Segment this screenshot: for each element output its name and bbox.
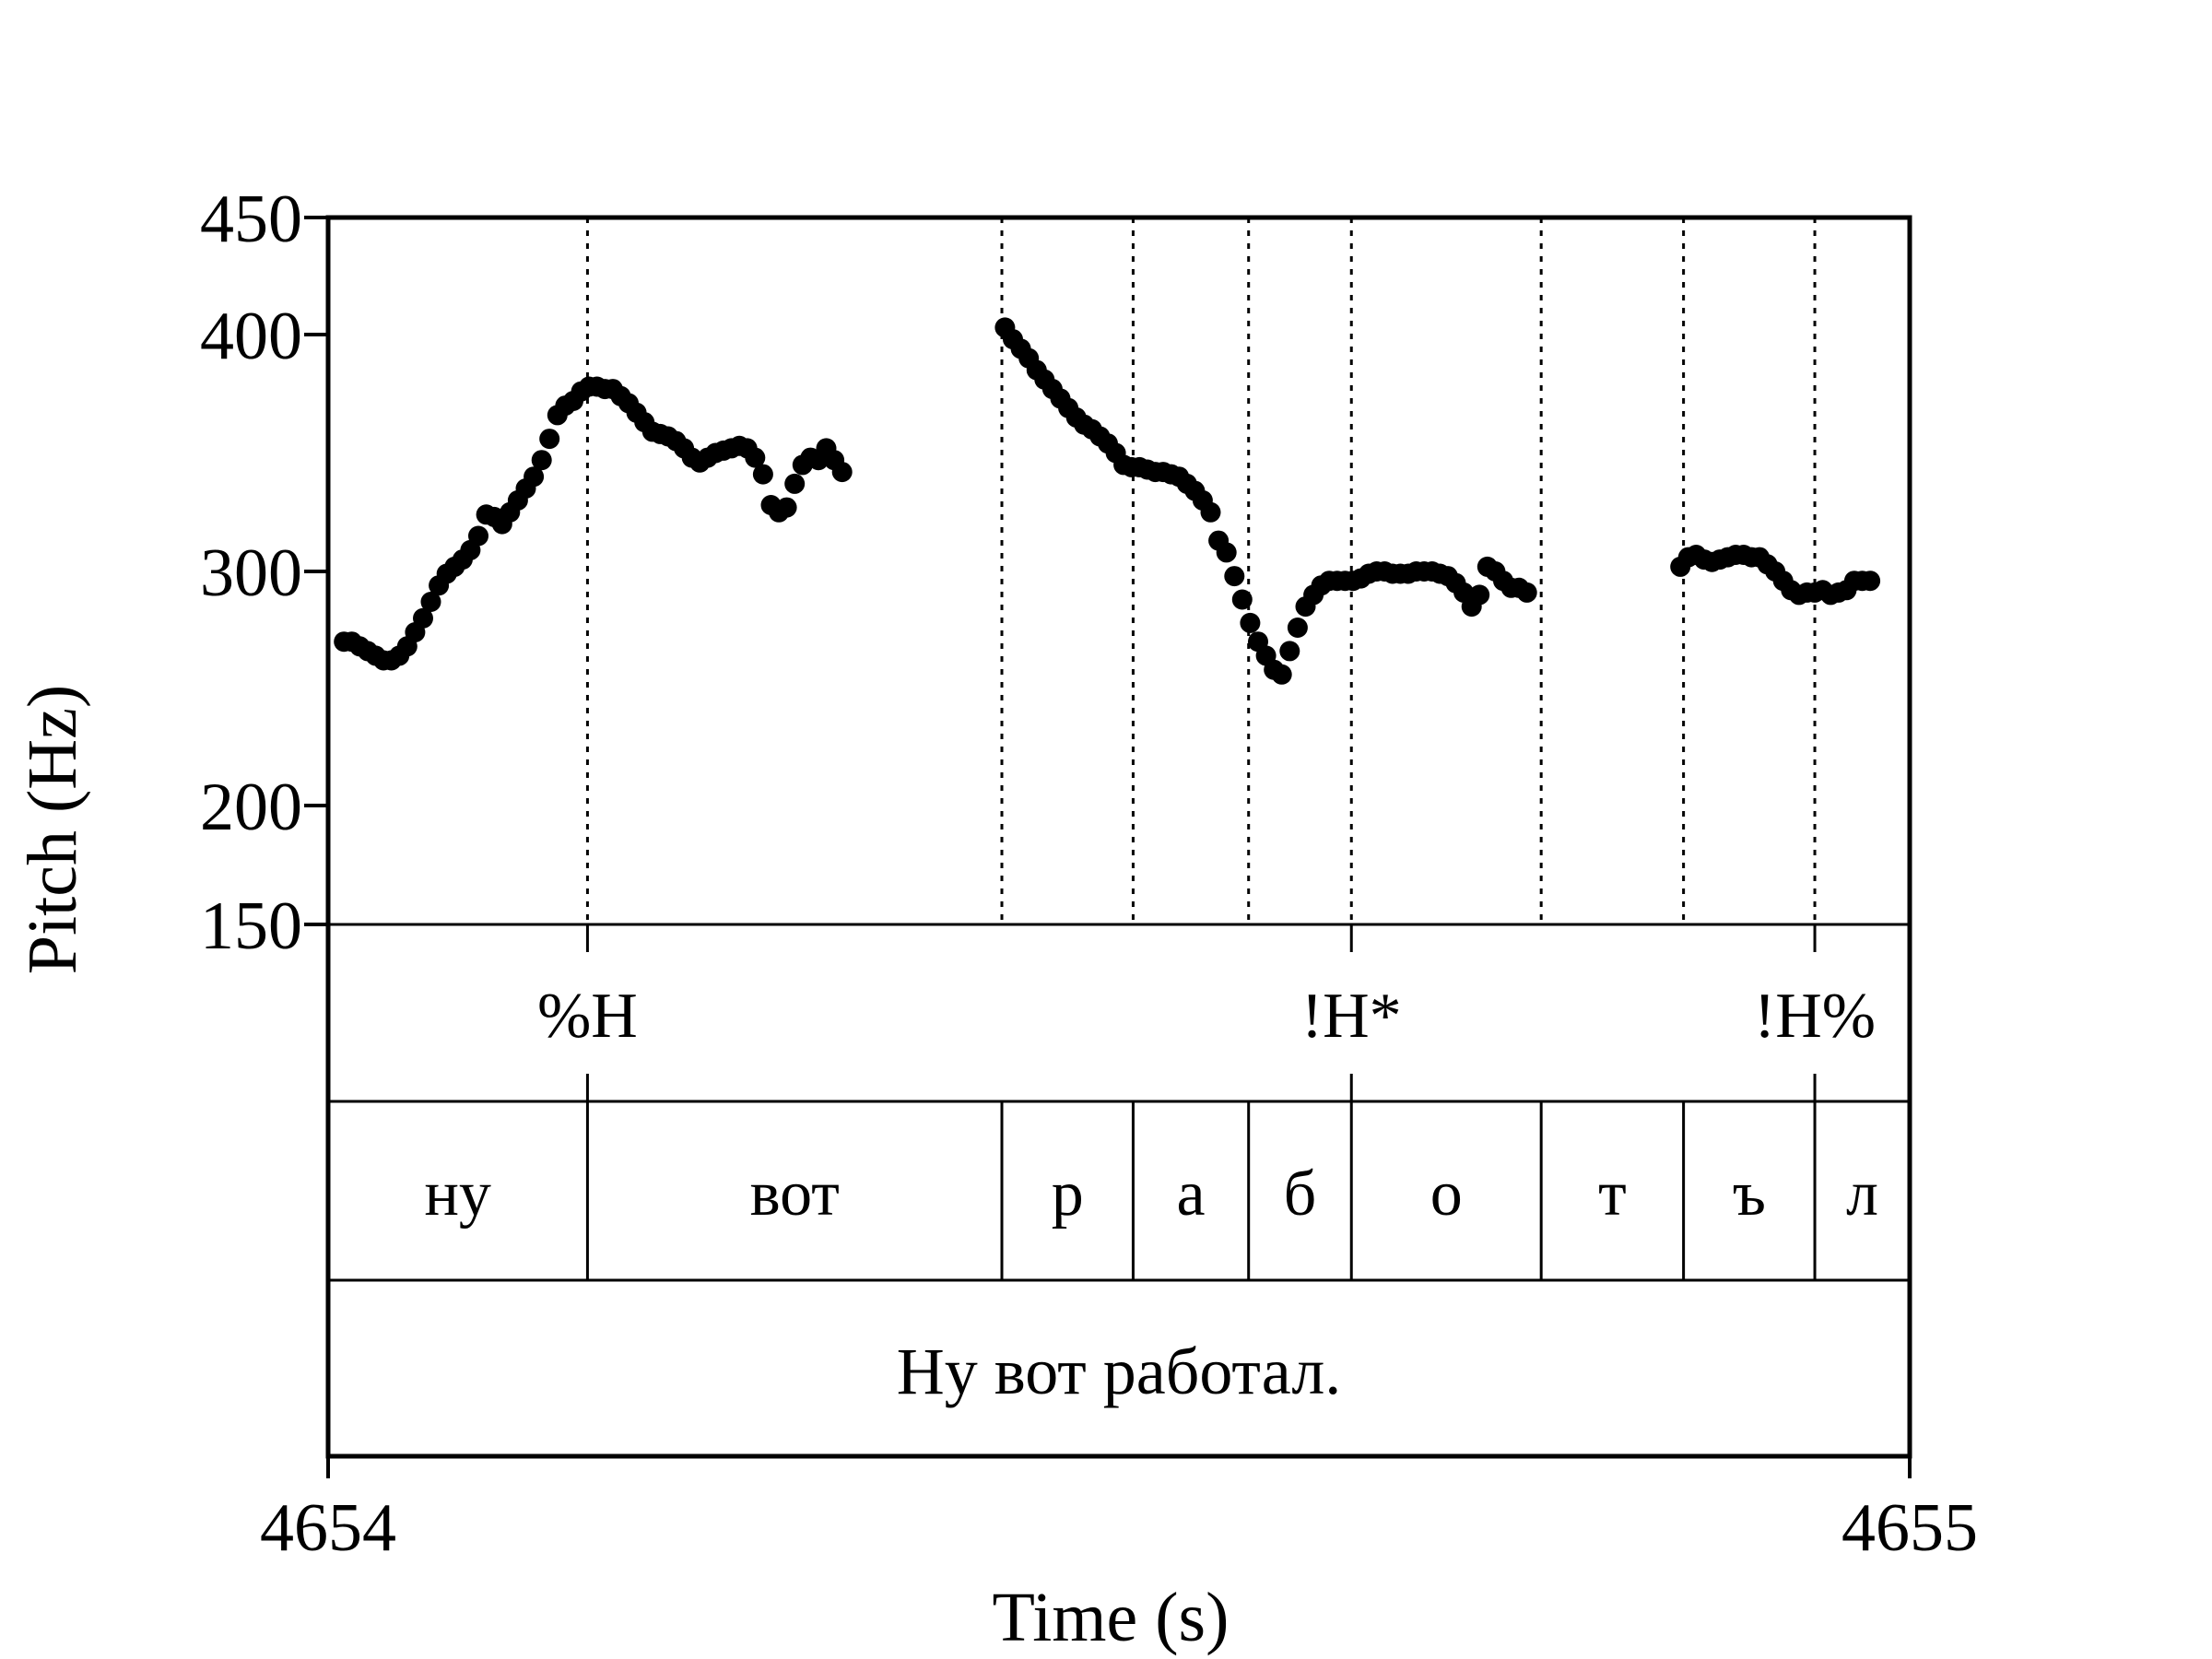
x-tick-label: 4655 <box>1841 1490 1978 1566</box>
pitch-point <box>1272 665 1292 685</box>
segment-label: а <box>1177 1159 1206 1230</box>
y-axis-ticks: 150 200 300 400 450 <box>200 182 328 964</box>
pitch-points <box>334 317 1880 684</box>
pitch-point <box>1469 584 1489 605</box>
pitch-point <box>1240 613 1260 633</box>
tier-labels: %H !H* !H% ну вот р а б о т ъ л Ну вот работал. <box>424 981 1878 1408</box>
y-tick-label: 400 <box>200 299 302 374</box>
pitch-point <box>468 526 488 547</box>
tone-label: !H* <box>1301 981 1402 1052</box>
segment-label: л <box>1846 1159 1878 1230</box>
boundary-lines <box>587 218 1815 924</box>
segment-label: р <box>1052 1159 1084 1230</box>
pitch-point <box>1217 542 1237 562</box>
pitch-point <box>753 465 773 485</box>
tone-label: %H <box>537 981 638 1052</box>
pitch-point <box>1517 582 1537 603</box>
x-axis-title: Time (s) <box>993 1579 1230 1656</box>
segment-label: ну <box>424 1159 490 1230</box>
segment-label: ъ <box>1733 1159 1766 1230</box>
pitch-point <box>539 429 559 449</box>
y-tick-label: 450 <box>200 182 302 257</box>
segment-label: о <box>1430 1159 1463 1230</box>
segment-label: т <box>1598 1159 1627 1230</box>
x-axis-ticks: 4654 4655 <box>260 1456 1978 1566</box>
y-tick-label: 300 <box>200 535 302 611</box>
pitch-point <box>1201 502 1221 523</box>
pitch-point <box>1224 566 1244 586</box>
tone-label: !H% <box>1754 981 1876 1052</box>
y-tick-label: 150 <box>200 888 302 964</box>
pitch-point <box>1860 571 1880 591</box>
segment-label: б <box>1284 1159 1317 1230</box>
pitch-point <box>784 474 805 494</box>
segment-label: вот <box>750 1159 840 1230</box>
pitch-point <box>777 498 797 518</box>
pitch-point <box>532 450 552 470</box>
pitch-point <box>1279 641 1300 661</box>
pitch-point <box>1232 590 1253 610</box>
y-tick-label: 200 <box>200 770 302 845</box>
pitch-point <box>1288 618 1308 638</box>
x-tick-label: 4654 <box>260 1490 396 1566</box>
y-axis-title: Pitch (Hz) <box>14 685 91 974</box>
pitch-point <box>832 462 853 482</box>
sentence-label: Ну вот работал. <box>897 1335 1342 1408</box>
